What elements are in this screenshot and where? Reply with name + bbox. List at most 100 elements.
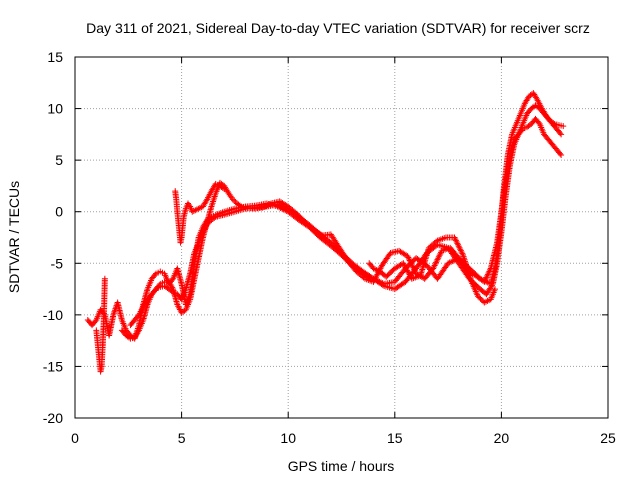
data-point-interp [408, 260, 415, 267]
y-tick-label: -20 [43, 410, 63, 426]
data-point-interp [453, 238, 460, 245]
data-point-interp [557, 150, 564, 157]
data-point-interp [407, 258, 414, 265]
data-point-interp [373, 272, 380, 279]
data-point-interp [435, 255, 442, 262]
data-point [404, 253, 411, 260]
data-point-interp [406, 255, 413, 262]
y-tick-label: -10 [43, 307, 63, 323]
data-point-interp [455, 243, 462, 250]
x-tick-label: 0 [71, 430, 79, 446]
data-point-interp [484, 271, 491, 278]
data-point-interp [169, 277, 176, 284]
data-point-interp [405, 254, 412, 261]
data-point-interp [135, 328, 142, 335]
data-point [101, 275, 108, 282]
data-point-interp [434, 256, 441, 263]
data-point-interp [92, 318, 99, 325]
data-point-interp [487, 266, 494, 273]
x-axis-label: GPS time / hours [288, 458, 395, 474]
y-tick-label: 15 [47, 49, 63, 65]
data-point-interp [203, 197, 210, 204]
data-point-interp [452, 235, 459, 242]
x-tick-label: 10 [280, 430, 296, 446]
data-point-interp [452, 237, 459, 244]
data-point-interp [457, 247, 464, 254]
data-point-interp [433, 259, 440, 266]
data-point-interp [557, 130, 564, 137]
data-point [110, 311, 117, 318]
data-point-interp [156, 282, 163, 289]
ticks-layer: 0 5 10 15 20 25 -20 -15 -10 -5 0 5 10 15 [43, 49, 616, 446]
x-tick-label: 25 [600, 430, 616, 446]
data-point-interp [430, 263, 437, 270]
data-point-interp [410, 264, 417, 271]
data-point-interp [169, 284, 176, 291]
data-point-interp [485, 269, 492, 276]
data-point [492, 286, 499, 293]
data-point-interp [111, 308, 118, 315]
data-point-interp [535, 119, 542, 126]
data-point-interp [455, 241, 462, 248]
data-point-interp [486, 268, 493, 275]
data-point-interp [482, 275, 489, 282]
data-point-interp [110, 310, 117, 317]
data-point [221, 186, 228, 193]
data-point-interp [457, 246, 464, 253]
data-point-interp [231, 197, 238, 204]
plot-frame [74, 56, 609, 419]
data-point [558, 131, 565, 138]
data-point-interp [379, 282, 386, 289]
x-tick-label: 5 [178, 430, 186, 446]
y-tick-label: 10 [47, 101, 63, 117]
data-point-interp [533, 95, 540, 102]
data-point [558, 151, 565, 158]
data-point [370, 278, 377, 285]
data-point-interp [151, 271, 158, 278]
y-tick-label: 5 [55, 152, 63, 168]
grid-layer [75, 57, 608, 418]
data-point [229, 196, 236, 203]
x-tick-label: 20 [494, 430, 510, 446]
chart-title: Day 311 of 2021, Sidereal Day-to-day VTE… [86, 20, 590, 36]
y-tick-label: -15 [43, 358, 63, 374]
data-point-interp [411, 267, 418, 274]
marks-layer [84, 90, 567, 375]
data-point [560, 123, 567, 130]
data-point-interp [488, 282, 495, 289]
data-point-interp [514, 132, 521, 139]
series-track-a [84, 90, 567, 342]
data-point-interp [458, 249, 465, 256]
data-point-interp [436, 252, 443, 259]
y-tick-label: 0 [55, 204, 63, 220]
x-tick-label: 15 [387, 430, 403, 446]
data-point-interp [454, 240, 461, 247]
data-point-interp [409, 263, 416, 270]
data-point-interp [219, 184, 226, 191]
data-point-interp [433, 238, 440, 245]
data-point-interp [482, 277, 489, 284]
data-point-interp [456, 244, 463, 251]
data-point [481, 278, 488, 285]
data-point-interp [126, 334, 133, 341]
data-point-interp [410, 266, 417, 273]
data-point-interp [459, 250, 466, 257]
data-point-interp [408, 261, 415, 268]
data-point-interp [483, 274, 490, 281]
data-point-interp [484, 272, 491, 279]
data-point-interp [360, 274, 367, 281]
series-track-d [93, 180, 499, 375]
y-axis-label: SDTVAR / TECUs [6, 181, 22, 293]
data-point-interp [432, 261, 439, 268]
series-track-c [127, 102, 565, 329]
data-point [451, 234, 458, 241]
y-tick-label: -5 [51, 255, 64, 271]
data-point-interp [435, 253, 442, 260]
data-point-interp [433, 258, 440, 265]
data-point-interp [211, 214, 218, 221]
data-point-interp [437, 250, 444, 257]
data-point-interp [431, 262, 438, 269]
data-point-interp [484, 297, 491, 304]
data-point-interp [236, 202, 243, 209]
